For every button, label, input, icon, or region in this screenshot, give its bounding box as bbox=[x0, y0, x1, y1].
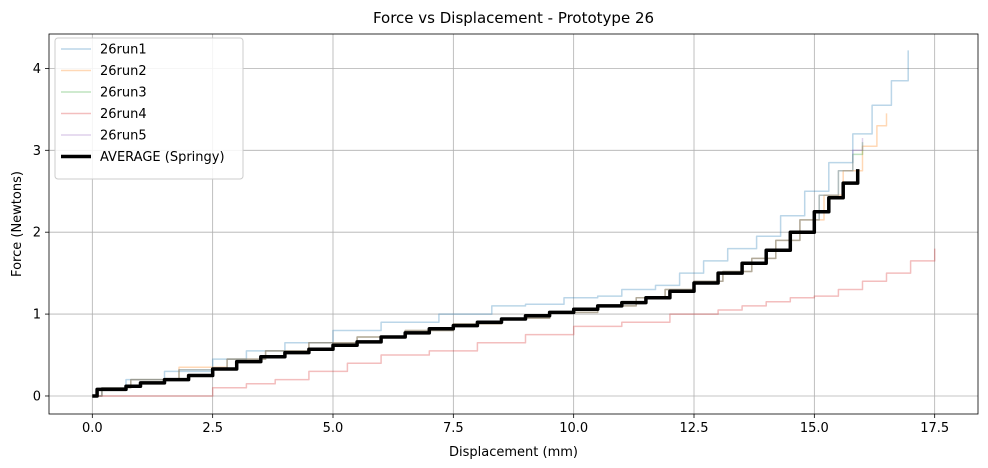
legend-label: 26run4 bbox=[100, 107, 147, 122]
legend-label: 26run2 bbox=[100, 64, 147, 79]
x-tick-label: 15.0 bbox=[800, 421, 829, 436]
legend: 26run1 26run2 26run3 26run4 26run5 AVERAGE (S… bbox=[54, 37, 244, 180]
x-axis-label: Displacement (mm) bbox=[449, 445, 578, 460]
y-tick-label: 1 bbox=[33, 308, 41, 323]
x-tick-label: 0.0 bbox=[82, 421, 103, 436]
x-tick-label: 17.5 bbox=[920, 421, 949, 436]
grid-lines bbox=[49, 34, 978, 414]
y-tick-label: 4 bbox=[33, 62, 41, 77]
y-tick-label: 3 bbox=[33, 144, 41, 159]
series-lines bbox=[92, 50, 936, 398]
y-axis-ticks: 0 1 2 3 4 bbox=[33, 62, 49, 404]
series-line bbox=[92, 248, 936, 397]
legend-label: 26run3 bbox=[100, 86, 147, 101]
axes-frame bbox=[48, 33, 979, 415]
x-axis-ticks: 0.0 2.5 5.0 7.5 10.0 12.5 15.0 17.5 bbox=[82, 414, 949, 436]
axes-border bbox=[48, 33, 979, 415]
series-line bbox=[92, 142, 864, 397]
y-axis-label: Force (Newtons) bbox=[10, 171, 25, 277]
legend-label: 26run1 bbox=[100, 43, 147, 58]
series-line bbox=[92, 50, 909, 397]
legend-label: 26run5 bbox=[100, 129, 147, 144]
chart-title: Force vs Displacement - Prototype 26 bbox=[373, 9, 654, 27]
series-line bbox=[92, 169, 860, 398]
legend-label: AVERAGE (Springy) bbox=[100, 150, 225, 165]
x-tick-label: 2.5 bbox=[202, 421, 223, 436]
y-tick-label: 2 bbox=[33, 226, 41, 241]
legend-box bbox=[54, 37, 244, 180]
x-tick-label: 10.0 bbox=[559, 421, 588, 436]
x-tick-label: 7.5 bbox=[443, 421, 464, 436]
y-tick-label: 0 bbox=[33, 389, 41, 404]
x-tick-label: 12.5 bbox=[680, 421, 709, 436]
x-tick-label: 5.0 bbox=[323, 421, 344, 436]
series-line bbox=[92, 138, 864, 397]
